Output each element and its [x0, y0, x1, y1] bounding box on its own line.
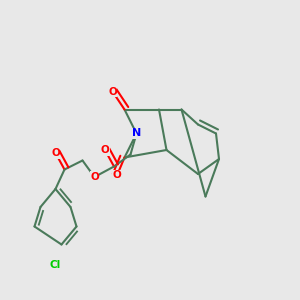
Text: N: N: [132, 128, 141, 139]
Text: O: O: [90, 172, 99, 182]
Text: O: O: [100, 145, 109, 155]
Text: Cl: Cl: [50, 260, 61, 271]
Text: O: O: [51, 148, 60, 158]
Text: O: O: [108, 86, 117, 97]
Text: O: O: [112, 170, 122, 181]
